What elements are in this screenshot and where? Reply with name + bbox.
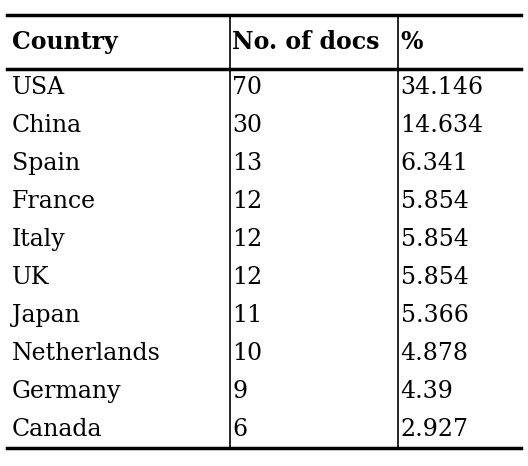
Text: 5.854: 5.854 <box>401 190 468 213</box>
Text: No. of docs: No. of docs <box>232 30 380 54</box>
Text: 34.146: 34.146 <box>401 76 484 99</box>
Text: 70: 70 <box>232 76 262 99</box>
Text: Spain: Spain <box>12 152 80 175</box>
Text: USA: USA <box>12 76 65 99</box>
Text: 6.341: 6.341 <box>401 152 468 175</box>
Text: 4.39: 4.39 <box>401 380 454 403</box>
Text: Italy: Italy <box>12 228 65 251</box>
Text: China: China <box>12 114 82 137</box>
Text: Netherlands: Netherlands <box>12 342 161 365</box>
Text: 5.854: 5.854 <box>401 228 468 251</box>
Text: Germany: Germany <box>12 380 121 403</box>
Text: Country: Country <box>12 30 118 54</box>
Text: Japan: Japan <box>12 304 80 327</box>
Text: 14.634: 14.634 <box>401 114 484 137</box>
Text: 5.366: 5.366 <box>401 304 468 327</box>
Text: 12: 12 <box>232 228 263 251</box>
Text: 2.927: 2.927 <box>401 418 468 441</box>
Text: 9: 9 <box>232 380 248 403</box>
Text: 12: 12 <box>232 190 263 213</box>
Text: UK: UK <box>12 266 50 289</box>
Text: France: France <box>12 190 96 213</box>
Text: Canada: Canada <box>12 418 102 441</box>
Text: 4.878: 4.878 <box>401 342 468 365</box>
Text: 10: 10 <box>232 342 262 365</box>
Text: 6: 6 <box>232 418 248 441</box>
Text: 11: 11 <box>232 304 263 327</box>
Text: 30: 30 <box>232 114 262 137</box>
Text: %: % <box>401 30 423 54</box>
Text: 5.854: 5.854 <box>401 266 468 289</box>
Text: 12: 12 <box>232 266 263 289</box>
Text: 13: 13 <box>232 152 262 175</box>
